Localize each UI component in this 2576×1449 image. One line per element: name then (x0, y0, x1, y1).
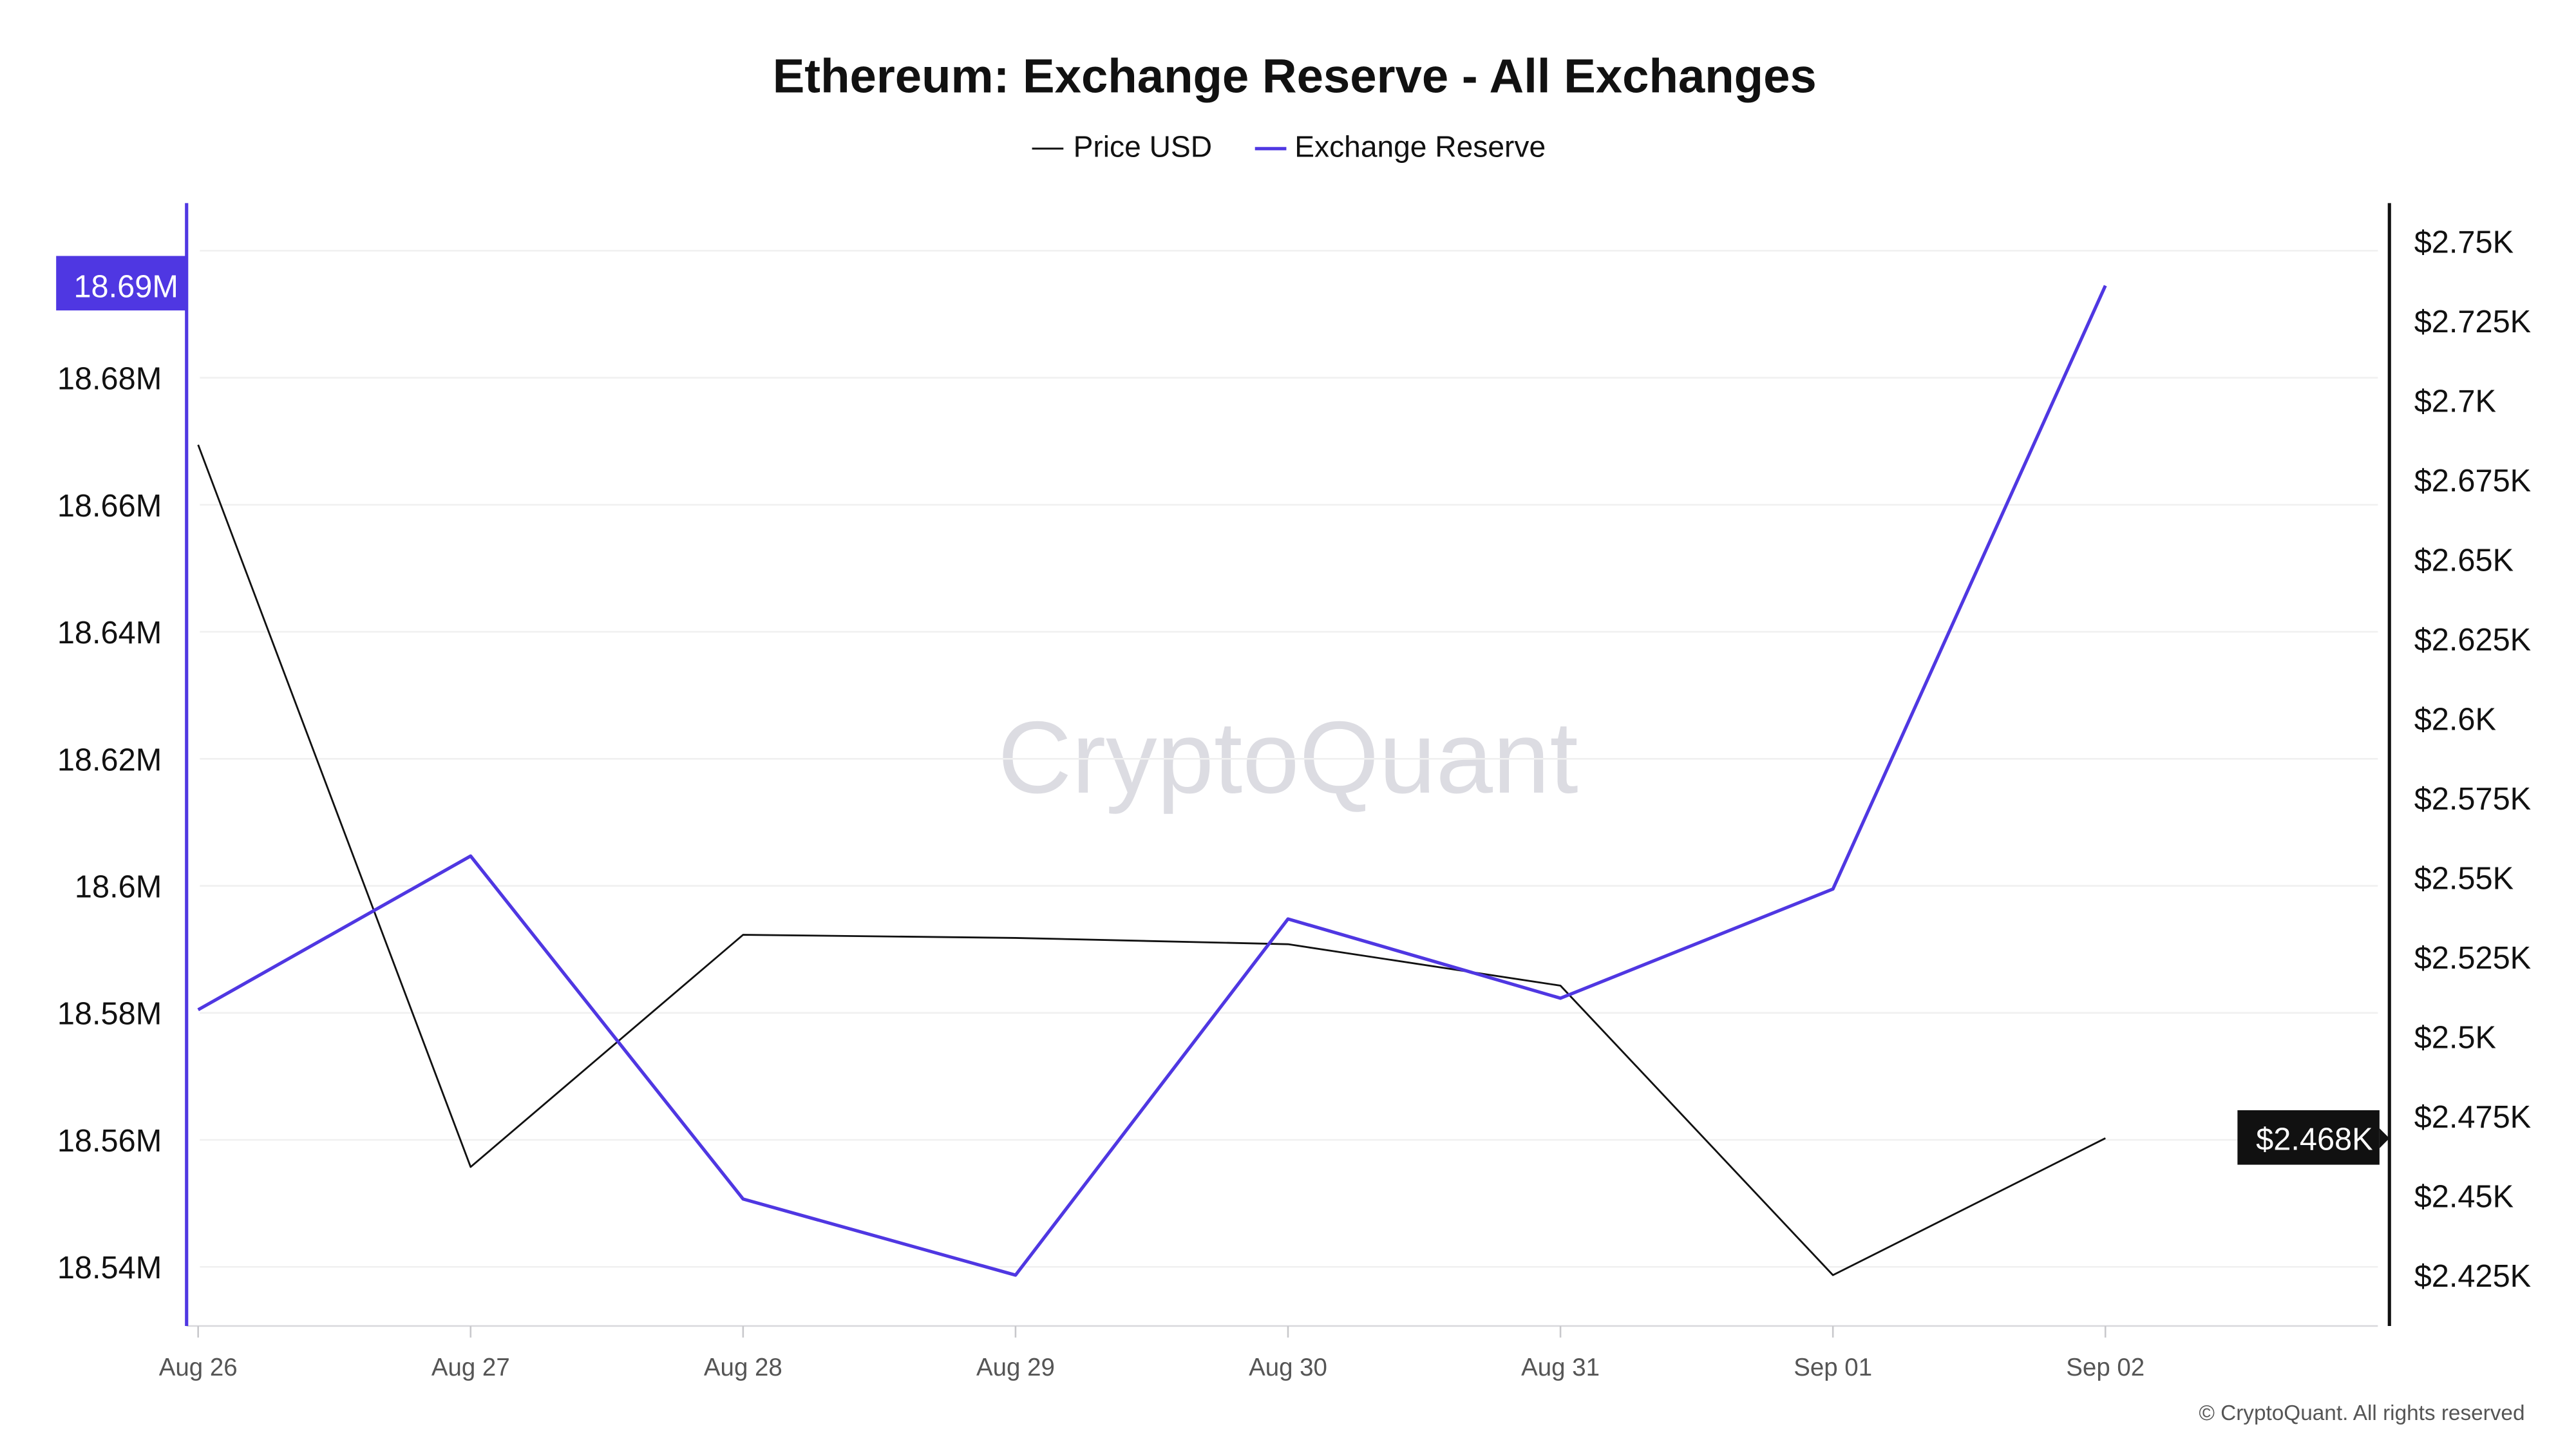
left-axis-tick-label: 18.64M (57, 616, 162, 650)
right-axis-tick-label: $2.55K (2414, 861, 2514, 896)
right-axis-tick-label: $2.6K (2414, 703, 2496, 737)
right-axis-tick-label: $2.425K (2414, 1259, 2531, 1294)
right-axis-tick-label: $2.75K (2414, 225, 2514, 260)
current-price-tag (2237, 1110, 2380, 1165)
current-price-tag-pointer (2379, 1128, 2390, 1148)
price-usd-line (197, 444, 2106, 1276)
right-axis-tick-label: $2.575K (2414, 782, 2531, 817)
current-price-label: $2.468K (2256, 1122, 2372, 1157)
watermark: CryptoQuant (998, 700, 1578, 815)
left-axis-tick-label: 18.58M (57, 997, 162, 1032)
right-axis-tick-label: $2.5K (2414, 1020, 2496, 1055)
x-axis-tick-label: Aug 30 (1249, 1354, 1327, 1381)
right-axis-tick-label: $2.725K (2414, 305, 2531, 339)
exchange-reserve-line (197, 285, 2107, 1277)
right-axis-tick-label: $2.45K (2414, 1179, 2514, 1214)
right-axis-tick-label: $2.65K (2414, 544, 2514, 578)
x-axis-tick-label: Aug 29 (976, 1354, 1055, 1381)
price-usd-point (1287, 943, 1289, 945)
x-axis-tick-label: Sep 01 (1794, 1354, 1872, 1381)
left-axis-tick-label: 18.54M (57, 1251, 162, 1285)
legend: Price USD Exchange Reserve (1032, 130, 1546, 164)
exchange-reserve-point (743, 1198, 744, 1199)
right-axis-tick-label: $2.625K (2414, 623, 2531, 658)
right-axis-tick-label: $2.475K (2414, 1100, 2531, 1135)
left-axis-tick-label: 18.62M (57, 743, 162, 777)
legend-price-label[interactable]: Price USD (1074, 130, 1212, 164)
x-axis-tick-label: Aug 27 (431, 1354, 510, 1381)
current-reserve-tag (56, 256, 187, 311)
chart-title: Ethereum: Exchange Reserve - All Exchang… (773, 50, 1817, 103)
price-usd-point (1560, 985, 1561, 986)
footer-copyright: © CryptoQuant. All rights reserved (2199, 1401, 2524, 1425)
x-axis-tick-label: Aug 28 (704, 1354, 782, 1381)
exchange-reserve-point (1560, 998, 1561, 999)
left-axis-tick-label: 18.66M (57, 489, 162, 524)
x-axis-tick-label: Aug 31 (1521, 1354, 1600, 1381)
right-axis-tick-label: $2.675K (2414, 464, 2531, 498)
exchange-reserve-point (2105, 285, 2106, 286)
legend-reserve-label[interactable]: Exchange Reserve (1294, 130, 1546, 164)
right-axis-tick-label: $2.525K (2414, 941, 2531, 976)
current-reserve-label: 18.69M (73, 270, 178, 305)
price-usd-point (743, 934, 744, 935)
left-axis-tick-label: 18.68M (57, 362, 162, 397)
left-axis-tick-label: 18.56M (57, 1124, 162, 1159)
x-axis-tick-label: Sep 02 (2066, 1354, 2145, 1381)
price-usd-point (2105, 1138, 2106, 1139)
right-axis-tick-label: $2.7K (2414, 384, 2496, 419)
exchange-reserve-point (1287, 918, 1289, 920)
x-axis-tick-label: Aug 26 (159, 1354, 238, 1381)
left-axis-tick-label: 18.6M (75, 869, 162, 904)
